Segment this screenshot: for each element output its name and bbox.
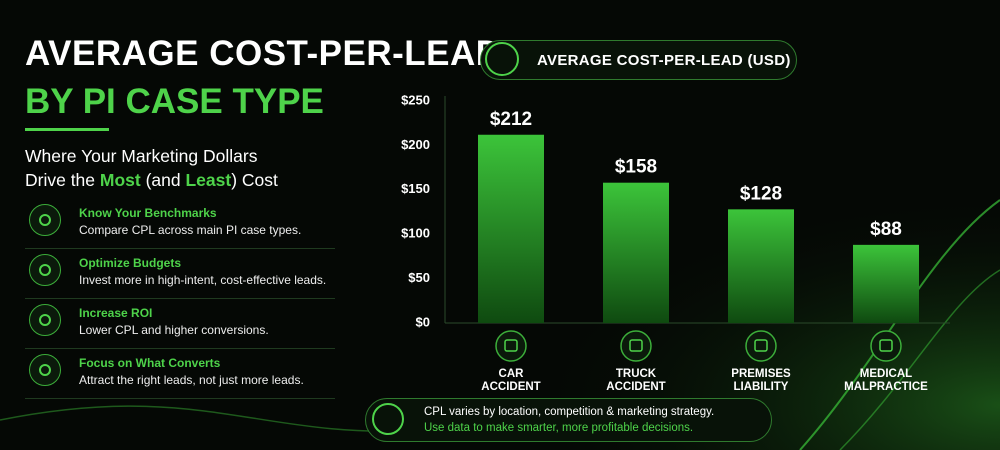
footer-text: Use data to make smarter, more profitabl… — [424, 422, 694, 434]
chart: $0 $50 $100 $150 $200 $250 $212 $158 $128 $88 — [401, 92, 950, 362]
x-tick-label: PREMISES LIABILITY — [731, 368, 791, 393]
footer-text: CPL varies by location, competition & ma… — [424, 406, 715, 418]
subtitle-text: Where Your Marketing Dollars — [25, 146, 258, 166]
subtitle-text: (and — [140, 170, 186, 190]
category-icon — [495, 330, 527, 362]
chart-title-pill: AVERAGE COST-PER-LEAD (USD) — [480, 40, 797, 80]
footer-note: CPL varies by location, competition & ma… — [365, 398, 772, 442]
feature-title: Know Your Benchmarks — [79, 206, 217, 220]
title: BY PI CASE TYPE — [25, 82, 324, 121]
x-tick-label: MEDICAL MALPRACTICE — [844, 368, 928, 393]
value-label: $128 — [740, 183, 782, 204]
y-tick-label: $50 — [408, 270, 430, 285]
x-tick-label: TRUCK ACCIDENT — [606, 368, 666, 393]
value-label: $158 — [615, 157, 657, 178]
feature-title: Increase ROI — [79, 306, 153, 320]
y-tick-label: $100 — [401, 226, 430, 241]
bar — [728, 209, 794, 323]
icon — [29, 304, 61, 336]
subtitle-text: Drive the — [25, 170, 100, 190]
category-icon — [879, 339, 893, 352]
icon — [372, 403, 404, 435]
category-icon — [504, 339, 518, 352]
bar — [853, 244, 919, 323]
feature: Optimize Budgets Invest more in high-inte… — [25, 248, 335, 299]
feature-text: Lower CPL and higher conversions. — [79, 323, 269, 337]
y-tick-label: $200 — [401, 137, 430, 152]
chart-title: AVERAGE COST-PER-LEAD (USD) — [537, 52, 791, 69]
feature: Increase ROI Lower CPL and higher convers… — [25, 298, 335, 349]
bar — [603, 182, 669, 323]
icon — [29, 254, 61, 286]
subtitle-text: ) Cost — [231, 170, 278, 190]
icon — [485, 42, 519, 76]
subtitle-text: Least — [185, 170, 232, 190]
value-label: $88 — [870, 219, 902, 240]
subtitle-text: Most — [99, 170, 141, 190]
icon — [29, 354, 61, 386]
category-icon — [620, 330, 652, 362]
feature-title: Focus on What Converts — [79, 356, 221, 370]
category-icon — [745, 330, 777, 362]
feature-text: Invest more in high-intent, cost-effecti… — [79, 273, 327, 287]
divider — [25, 128, 109, 131]
value-label: $212 — [490, 109, 532, 130]
subtitle: Where Your Marketing Dollars Drive the Mo… — [25, 144, 355, 192]
y-tick-label: $250 — [401, 92, 430, 107]
y-tick-label: $0 — [416, 314, 430, 329]
category-icon — [629, 339, 643, 352]
icon — [29, 204, 61, 236]
title: AVERAGE COST-PER-LEAD — [25, 34, 502, 73]
feature-text: Compare CPL across main PI case types. — [79, 223, 302, 237]
feature-title: Optimize Budgets — [79, 256, 182, 270]
x-tick-label: CAR ACCIDENT — [481, 368, 541, 393]
bar — [478, 134, 544, 323]
feature: Focus on What Converts Attract the right … — [25, 348, 335, 399]
y-tick-label: $150 — [401, 181, 430, 196]
feature: Know Your Benchmarks Compare CPL across m… — [25, 198, 335, 249]
category-icon — [754, 339, 768, 352]
feature-text: Attract the right leads, not just more l… — [79, 373, 304, 387]
category-icon — [870, 330, 902, 362]
